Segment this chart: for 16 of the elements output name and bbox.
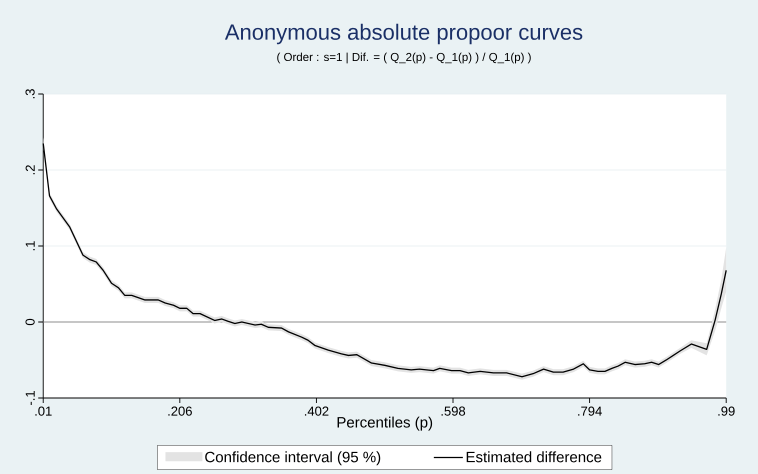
y-tick-label: .1: [26, 241, 35, 250]
y-tick-label: -.1: [26, 391, 35, 405]
x-tick-label: .794: [578, 406, 602, 416]
x-tick-label: .01: [35, 406, 52, 416]
y-tick-label: .3: [25, 89, 35, 98]
chart-title: Anonymous absolute propoor curves: [224, 24, 582, 44]
x-axis-title: Percentiles (p): [338, 416, 432, 431]
chart-subtitle: ( Order : s=1 | Dif. = ( Q_2(p) - Q_1(p) ) / Q_1(p) ): [277, 52, 531, 64]
x-tick-label: .99: [718, 406, 735, 416]
text: Confidence interval (95 %): [205, 451, 380, 466]
y-tick-label: .2: [26, 165, 35, 174]
x-tick-label: .206: [168, 406, 192, 416]
y-tick-label: 0: [25, 318, 35, 326]
legend-label: Estimated difference: [466, 451, 602, 462]
x-tick-label: .402: [304, 406, 328, 416]
x-tick-label: .598: [442, 406, 466, 416]
